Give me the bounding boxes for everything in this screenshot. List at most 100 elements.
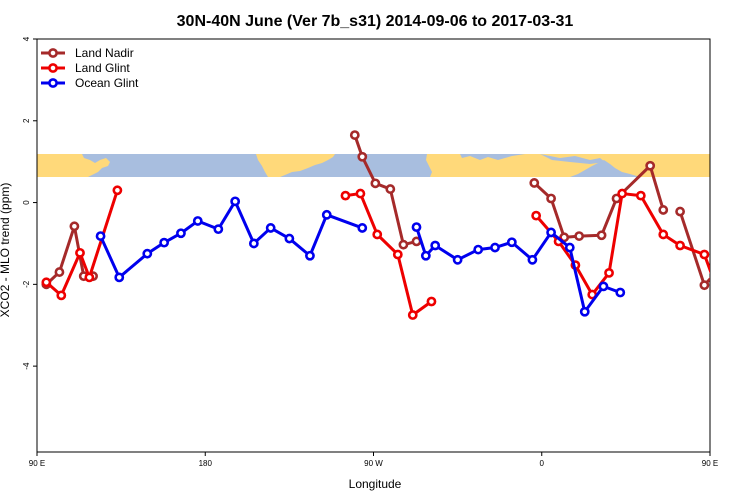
series-ocean-glint [95, 196, 750, 317]
land-nadir-point [54, 267, 65, 277]
ocean-glint-point [564, 242, 575, 253]
land-nadir-point [738, 273, 745, 280]
ocean-glint-point [742, 274, 749, 281]
land-nadir-point [69, 221, 80, 232]
land-glint-point [75, 247, 85, 258]
land-glint-point [340, 190, 351, 201]
land-glint-point [675, 240, 685, 251]
land-nadir-point [546, 193, 556, 204]
x-axis-label: Longitude [349, 477, 402, 491]
ocean-glint-line [727, 221, 750, 277]
ocean-glint-point [579, 306, 590, 317]
land-glint-point [740, 274, 747, 281]
land-glint-point [392, 249, 403, 260]
ocean-glint-point [192, 216, 203, 226]
x-tick-label: 0 [540, 459, 545, 468]
ocean-glint-point [321, 209, 332, 220]
ocean-glint-point [420, 250, 431, 261]
land-glint-point [41, 277, 52, 288]
land-north-america [256, 154, 335, 177]
plot-frame [36, 38, 711, 453]
land-glint-line [345, 192, 433, 317]
land-nadir-line [533, 164, 665, 239]
y-axis: -4 -2 0 2 4 [22, 36, 37, 370]
land-nadir-point [370, 178, 381, 189]
land-nadir-point [385, 184, 396, 194]
land-glint-point [56, 290, 67, 301]
ocean-glint-point [284, 233, 295, 244]
land-nadir-point [398, 239, 409, 250]
ocean-glint-point [430, 240, 441, 251]
x-tick-label: 90 E [29, 459, 45, 468]
land-nadir-line [678, 211, 710, 287]
ocean-glint-point [265, 223, 276, 233]
land-glint-point [426, 296, 437, 307]
ocean-glint-point [411, 222, 422, 232]
ocean-glint-point [305, 250, 315, 261]
map-band [37, 154, 710, 177]
land-glint-point [716, 292, 723, 299]
x-axis: 90 E 180 90 W 0 90 E [29, 452, 718, 468]
land-asia-east [37, 154, 110, 177]
land-nadir-point [714, 267, 721, 274]
land-nadir-point [349, 130, 360, 140]
legend-item-land-glint: Land Glint [41, 61, 130, 75]
land-nadir-point [596, 230, 607, 241]
land-glint-point [355, 188, 366, 199]
legend-item-land-nadir: Land Nadir [41, 46, 134, 60]
ocean-glint-point [142, 248, 153, 259]
land-glint-point [658, 229, 669, 240]
series-land-glint [41, 185, 747, 320]
y-tick-label: -2 [22, 280, 31, 288]
ocean-glint-line [415, 226, 621, 314]
land-ocean-inlet [540, 154, 605, 164]
land-glint-point [604, 267, 614, 278]
y-tick-label: -4 [22, 362, 31, 370]
land-nadir-point [723, 223, 730, 230]
land-nadir-point [529, 178, 540, 188]
y-tick-label: 0 [22, 200, 31, 205]
land-nadir-point [574, 231, 585, 241]
land-nadir-point [645, 160, 656, 171]
ocean-glint-point [615, 287, 626, 298]
legend-swatch-marker [48, 48, 58, 58]
ocean-glint-point [452, 254, 463, 265]
legend-label: Ocean Glint [75, 76, 139, 90]
legend-label: Land Glint [75, 61, 130, 75]
ocean-glint-point [723, 232, 730, 239]
land-glint-line [535, 192, 710, 297]
ocean-glint-point [248, 238, 259, 249]
y-tick-label: 2 [22, 118, 31, 123]
ocean-glint-point [159, 237, 170, 248]
chart-title: 30N-40N June (Ver 7b_s31) 2014-09-06 to … [177, 13, 574, 30]
ocean-glint-point [527, 254, 538, 265]
ocean-glint-point [230, 196, 241, 207]
land-nadir-point [658, 205, 669, 215]
ocean-glint-point [598, 281, 609, 292]
land-glint-point [372, 229, 383, 240]
land-glint-point [112, 185, 123, 196]
land-glint-point [635, 190, 646, 201]
land-glint-point [733, 249, 740, 256]
series-layer [41, 130, 750, 320]
land-glint-point [617, 188, 628, 199]
land-glint-point [84, 272, 95, 283]
x-tick-label: 180 [199, 459, 213, 468]
land-nadir-point [357, 151, 368, 162]
land-europe-asia [426, 154, 710, 177]
land-nadir-point [675, 206, 685, 217]
ocean-glint-point [473, 244, 484, 255]
legend-item-ocean-glint: Ocean Glint [41, 76, 139, 90]
ocean-glint-point [506, 237, 517, 248]
legend-swatch-marker [48, 78, 58, 88]
ocean-glint-point [176, 228, 186, 239]
ocean-glint-point [95, 231, 106, 241]
y-tick-label: 4 [22, 36, 31, 41]
land-nadir-point [699, 280, 710, 291]
ocean-glint-point [546, 227, 556, 238]
y-axis-label: XCO2 - MLO trend (ppm) [0, 183, 12, 318]
ocean-glint-point [490, 242, 500, 253]
ocean-glint-point [357, 223, 368, 233]
